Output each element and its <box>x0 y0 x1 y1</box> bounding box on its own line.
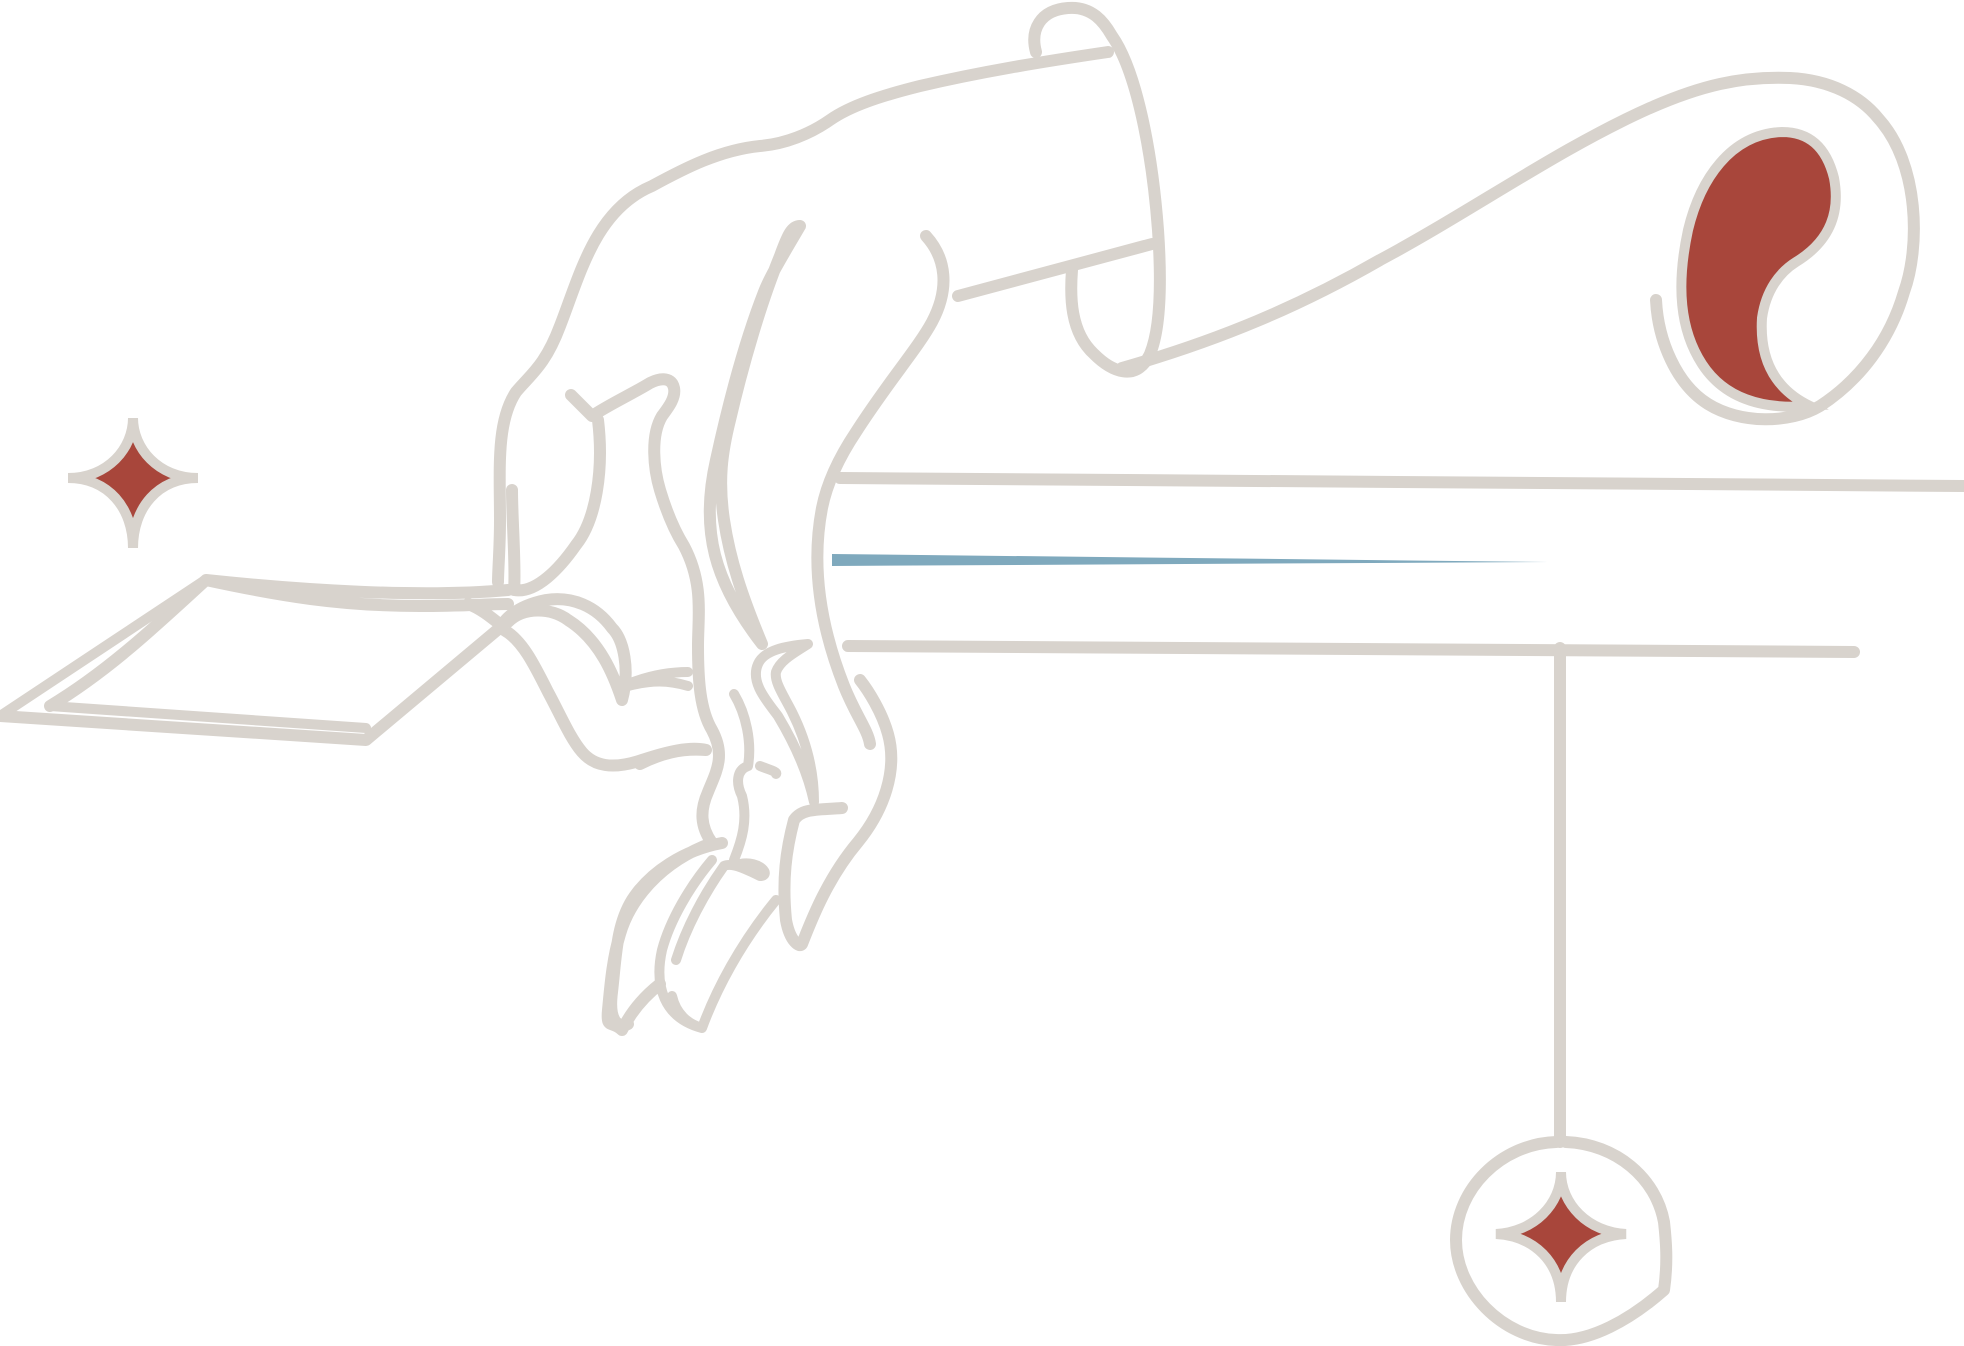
thumb <box>703 220 806 650</box>
middle-finger <box>498 593 712 772</box>
sparkle-left-icon <box>67 417 199 549</box>
fingertip-curl <box>778 674 898 952</box>
little-finger <box>654 855 781 1033</box>
curled-finger <box>729 639 819 865</box>
arm-rail-bottom <box>842 640 1860 658</box>
ring-finger <box>601 837 728 1036</box>
red-teardrop-icon <box>1676 126 1841 412</box>
finger-panel <box>0 575 371 733</box>
index-finger <box>0 414 606 746</box>
index-knuckle-loop <box>565 373 725 849</box>
blue-accent-line <box>832 554 1548 566</box>
knuckle-bridge <box>623 667 693 691</box>
pendant-frame <box>1450 1136 1673 1346</box>
hand-back-contour <box>492 46 1114 588</box>
cuff-loop <box>1028 1 1166 378</box>
sleeve-wave <box>952 71 1920 426</box>
arm-rail-top <box>834 472 1964 492</box>
wrist-upper <box>811 230 950 750</box>
sparkle-pendant-icon <box>1495 1171 1627 1303</box>
